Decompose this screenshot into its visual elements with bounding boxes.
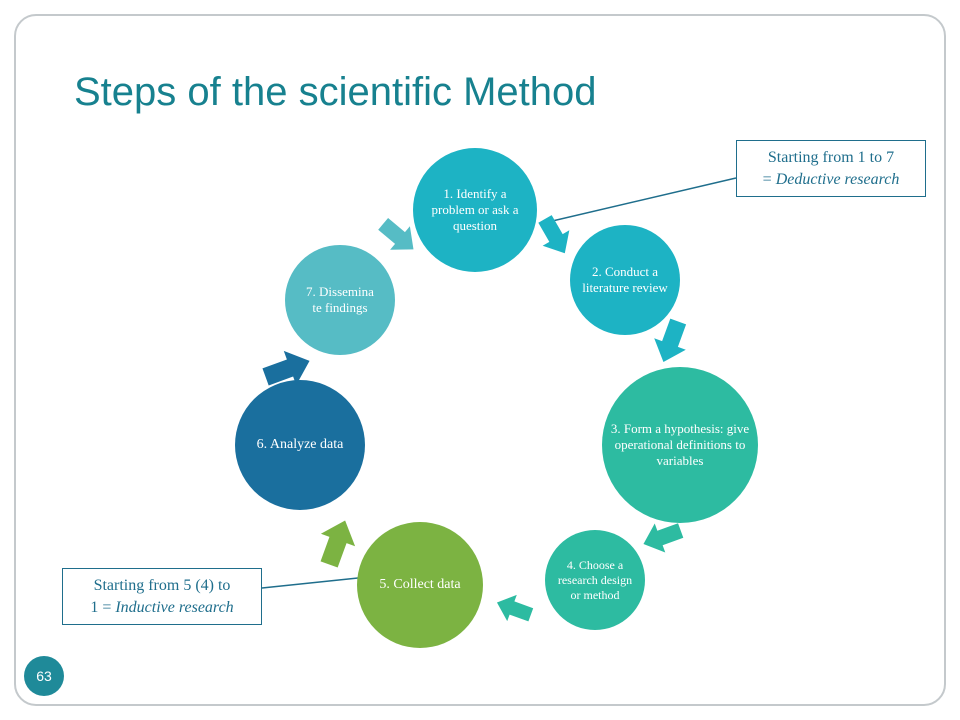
slide: Steps of the scientific Method 1. Identi… [0,0,960,720]
cycle-node-6: 6. Analyze data [235,380,365,510]
cycle-node-4: 4. Choose a research design or method [545,530,645,630]
callout-deductive: Starting from 1 to 7 = Deductive researc… [736,140,926,197]
callout-text-line1: Starting from 1 to 7 [747,147,915,169]
callout-text-line2: = Deductive research [747,169,915,191]
page-number-badge: 63 [24,656,64,696]
callout-inductive: Starting from 5 (4) to 1 = Inductive res… [62,568,262,625]
cycle-node-3: 3. Form a hypothesis: give operational d… [602,367,758,523]
cycle-node-7: 7. Disseminate findings [285,245,395,355]
callout-line-deductive [548,178,736,222]
callout-text-line1: Starting from 5 (4) to [73,575,251,597]
callout-text-line2: 1 = Inductive research [73,597,251,619]
cycle-node-1: 1. Identify a problem or ask a question [413,148,537,272]
cycle-node-5: 5. Collect data [357,522,483,648]
callout-line-inductive [262,578,358,588]
